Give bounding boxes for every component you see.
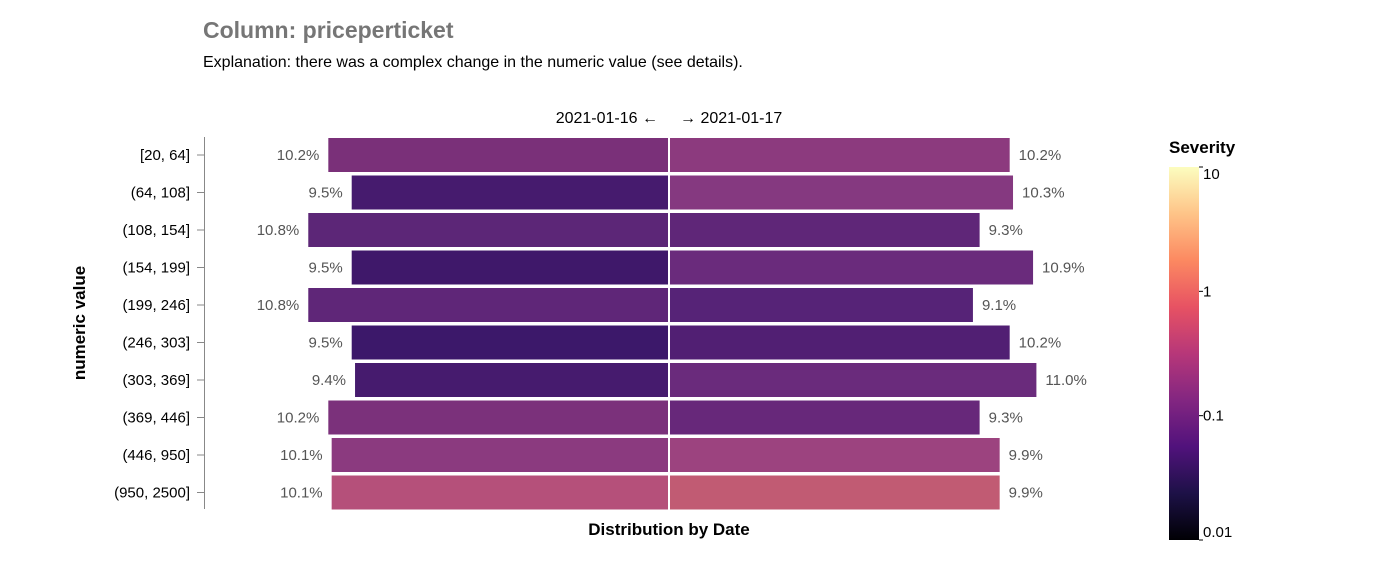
bar-right xyxy=(669,438,1000,472)
chart-title: Column: priceperticket xyxy=(203,17,454,43)
left-date-header: 2021-01-16 ← xyxy=(556,110,658,127)
right-date-header: → 2021-01-17 xyxy=(680,110,782,127)
bar-right-label: 10.3% xyxy=(1022,185,1065,202)
y-tick-label: (246, 303] xyxy=(122,335,190,352)
y-tick-label: (950, 2500] xyxy=(114,485,190,502)
y-ticks-group: [20, 64] (64, 108] (108, 154] (154, 199] (19… xyxy=(114,147,204,502)
bar-left-label: 9.4% xyxy=(312,372,346,389)
bar-left xyxy=(331,475,669,510)
y-tick-label: [20, 64] xyxy=(140,147,190,164)
legend-color-ramp xyxy=(1169,167,1199,540)
bar-right-label: 10.2% xyxy=(1019,147,1062,164)
y-tick-label: (154, 199] xyxy=(122,260,190,277)
legend-tick-label: 0.1 xyxy=(1203,408,1224,425)
legend-tick-label: 10 xyxy=(1203,166,1220,183)
bar-left-label: 9.5% xyxy=(308,335,342,352)
bar-right-label: 11.0% xyxy=(1045,372,1086,389)
bar-left xyxy=(308,288,669,322)
bar-right-label: 10.9% xyxy=(1042,260,1085,277)
bar-left-label: 10.1% xyxy=(280,485,323,502)
bars-group: 10.2% 10.2% 9.5% 10.3% 10.8% 9.3% 9.5% 10.9% 10.… xyxy=(257,138,1087,510)
bar-left-label: 10.2% xyxy=(277,147,320,164)
y-tick-label: (199, 246] xyxy=(122,297,190,314)
bar-left-label: 10.2% xyxy=(277,410,320,427)
bar-right-label: 9.9% xyxy=(1009,447,1043,464)
bar-left-label: 10.8% xyxy=(257,222,300,239)
bar-left xyxy=(308,213,669,247)
bar-right xyxy=(669,250,1034,285)
bar-left-label: 9.5% xyxy=(308,260,342,277)
bar-left-label: 10.8% xyxy=(257,297,300,314)
chart-subtitle: Explanation: there was a complex change … xyxy=(203,54,743,71)
bar-left xyxy=(328,138,669,172)
bar-right xyxy=(669,363,1037,397)
y-tick-label: (446, 950] xyxy=(122,447,190,464)
bar-right xyxy=(669,400,980,435)
legend-title: Severity xyxy=(1169,138,1236,157)
legend-tick-label: 0.01 xyxy=(1203,524,1232,541)
legend-tick-label: 1 xyxy=(1203,283,1211,300)
bar-left xyxy=(351,325,669,360)
bar-left xyxy=(328,400,669,435)
y-tick-label: (303, 369] xyxy=(122,372,190,389)
bar-left-label: 9.5% xyxy=(308,185,342,202)
y-axis-title: numeric value xyxy=(70,266,89,380)
bar-left-label: 10.1% xyxy=(280,447,323,464)
bar-left xyxy=(351,175,669,210)
bar-right-label: 10.2% xyxy=(1019,335,1062,352)
bar-right-label: 9.3% xyxy=(989,410,1023,427)
bar-right xyxy=(669,325,1010,360)
bar-right xyxy=(669,288,973,322)
bar-left xyxy=(331,438,669,472)
bar-right-label: 9.3% xyxy=(989,222,1023,239)
y-tick-label: (369, 446] xyxy=(122,410,190,427)
y-tick-label: (108, 154] xyxy=(122,222,190,239)
bar-right-label: 9.1% xyxy=(982,297,1016,314)
bar-right xyxy=(669,475,1000,510)
bar-right xyxy=(669,138,1010,172)
bar-left xyxy=(355,363,669,397)
bar-right-label: 9.9% xyxy=(1009,485,1043,502)
y-tick-label: (64, 108] xyxy=(131,185,190,202)
bar-right xyxy=(669,213,980,247)
legend-ticks-group: 10 1 0.1 0.01 xyxy=(1199,166,1232,541)
x-axis-title: Distribution by Date xyxy=(588,520,750,539)
bar-right xyxy=(669,175,1014,210)
bar-left xyxy=(351,250,669,285)
